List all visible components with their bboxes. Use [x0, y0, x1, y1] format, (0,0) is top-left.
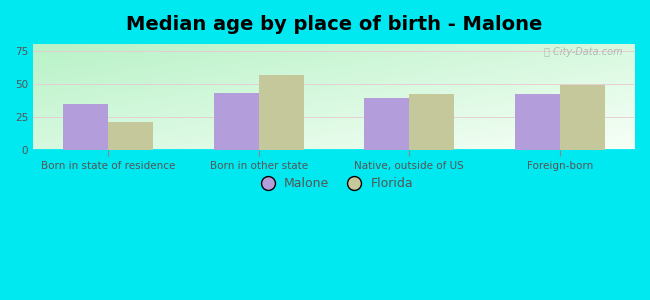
Bar — [63, 104, 109, 150]
Bar — [560, 85, 605, 150]
Bar — [364, 98, 410, 150]
Bar — [410, 94, 454, 150]
Bar — [515, 94, 560, 150]
Title: Median age by place of birth - Malone: Median age by place of birth - Malone — [126, 15, 542, 34]
Text: ⓘ City-Data.com: ⓘ City-Data.com — [544, 47, 623, 57]
Bar — [109, 122, 153, 150]
Legend: Malone, Florida: Malone, Florida — [250, 172, 418, 195]
Bar — [259, 74, 304, 150]
Bar — [214, 93, 259, 150]
